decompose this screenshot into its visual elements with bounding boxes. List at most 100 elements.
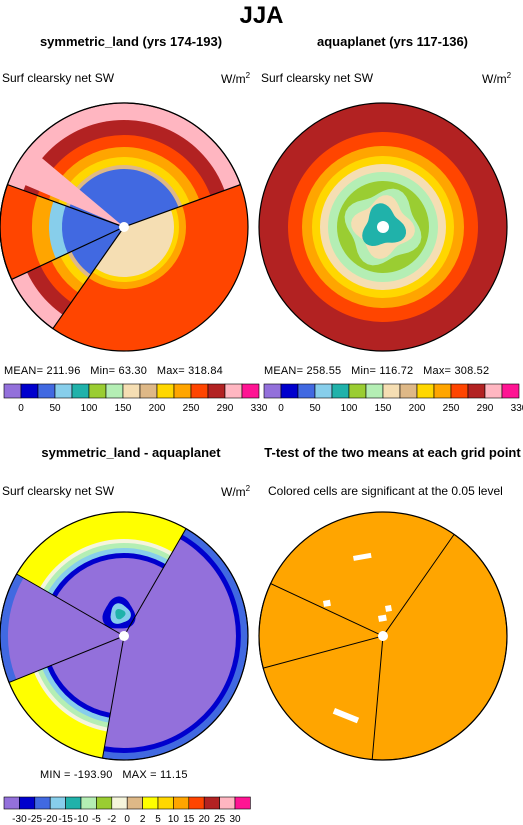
panel1-title: symmetric_land (yrs 174-193) bbox=[39, 34, 223, 49]
panel2-colorbar-box-11 bbox=[450, 383, 469, 399]
panel1-colorbar-box-5 bbox=[88, 383, 107, 399]
panel3-colorbar-box-12 bbox=[188, 796, 205, 810]
panel2-colorbar-box-9 bbox=[416, 383, 435, 399]
panel1-colorbar-box-6 bbox=[105, 383, 124, 399]
panel3-units: W/m2 bbox=[221, 484, 251, 499]
panel3-title: symmetric_land - aquaplanet bbox=[41, 445, 221, 460]
panel1-colorbar-tick-3: 150 bbox=[115, 403, 132, 414]
panel1-colorbar-box-14 bbox=[241, 383, 260, 399]
panel2-colorbar-box-5 bbox=[348, 383, 367, 399]
p4-nonsignificant-patch-2 bbox=[323, 599, 331, 607]
panel3-colorbar-box-11 bbox=[173, 796, 190, 810]
panel3-colorbar-box-2 bbox=[34, 796, 51, 810]
panel2-colorbar: 0 50 100 150 200 250 290 330 bbox=[263, 383, 523, 414]
panel2-colorbar-box-13 bbox=[484, 383, 503, 399]
panel2-units: W/m2 bbox=[482, 71, 512, 86]
panel1-colorbar-box-4 bbox=[71, 383, 90, 399]
panel1-units: W/m2 bbox=[221, 71, 251, 86]
panel4-title: T-test of the two means at each grid poi… bbox=[264, 445, 521, 460]
p4-nonsignificant-patch-0 bbox=[353, 552, 372, 561]
panel1-colorbar-box-10 bbox=[173, 383, 192, 399]
panel3-colorbar-box-5 bbox=[80, 796, 97, 810]
p4-pole bbox=[378, 631, 388, 641]
panel3-colorbar-box-13 bbox=[203, 796, 220, 810]
panel3-colorbar-box-3 bbox=[49, 796, 66, 810]
figure-title: JJA bbox=[239, 2, 284, 29]
panel2-colorbar-tick-2: 100 bbox=[341, 403, 358, 414]
p4-nonsignificant-patch-4 bbox=[385, 604, 392, 612]
p1-west-sector-outer bbox=[9, 147, 124, 227]
p4-nonsignificant-patch-1 bbox=[378, 614, 387, 622]
panel4-note: Colored cells are significant at the 0.0… bbox=[268, 484, 503, 498]
panel2-colorbar-box-3 bbox=[314, 383, 333, 399]
panel3-colorbar-tick-1: -25 bbox=[28, 814, 43, 825]
panel3-colorbar-box-0 bbox=[3, 796, 20, 810]
panel3-colorbar-tick-12: 20 bbox=[199, 814, 211, 825]
panel2-colorbar-box-8 bbox=[399, 383, 418, 399]
p2-border bbox=[258, 102, 508, 352]
panel1-colorbar-box-1 bbox=[20, 383, 39, 399]
panel2-colorbar-box-14 bbox=[501, 383, 520, 399]
panel3-colorbar-tick-13: 25 bbox=[214, 814, 226, 825]
panel3-colorbar-box-8 bbox=[126, 796, 143, 810]
panel2-colorbar-box-0 bbox=[263, 383, 282, 399]
panel1-colorbar-box-3 bbox=[54, 383, 73, 399]
panel2-colorbar-tick-1: 50 bbox=[309, 403, 321, 414]
panel3-colorbar-tick-11: 15 bbox=[183, 814, 195, 825]
panel3-map bbox=[0, 511, 249, 761]
panel3-colorbar-box-6 bbox=[96, 796, 113, 810]
p1-west-sector-core bbox=[61, 205, 124, 254]
panel3-colorbar-box-15 bbox=[234, 796, 251, 810]
panel2-colorbar-tick-4: 200 bbox=[409, 403, 426, 414]
panel1-colorbar-box-13 bbox=[224, 383, 243, 399]
panel2-colorbar-box-2 bbox=[297, 383, 316, 399]
p3-polar-blob-core bbox=[115, 609, 126, 620]
panel2-stats: MEAN= 258.55 Min= 116.72 Max= 308.52 bbox=[264, 365, 490, 377]
panel3-colorbar-box-9 bbox=[142, 796, 159, 810]
panel3-colorbar-tick-8: 2 bbox=[140, 814, 146, 825]
panel1-colorbar-box-9 bbox=[156, 383, 175, 399]
panel1-colorbar: 0 50 100 150 200 250 290 330 bbox=[3, 383, 268, 414]
panel3-colorbar-tick-9: 5 bbox=[155, 814, 161, 825]
panel2-colorbar-tick-5: 250 bbox=[443, 403, 460, 414]
p3-border bbox=[0, 511, 249, 761]
panel4-map bbox=[258, 511, 508, 761]
p4-border bbox=[258, 511, 508, 761]
p1-pole bbox=[119, 222, 129, 232]
panel3-colorbar-box-4 bbox=[65, 796, 82, 810]
panel3-colorbar-tick-7: 0 bbox=[124, 814, 130, 825]
panel2-colorbar-box-12 bbox=[467, 383, 486, 399]
panel3-colorbar: -30 -25 -20 -15 -10 -5 -2 0 2 5 10 15 20 25 30 bbox=[3, 796, 251, 825]
panel1-colorbar-tick-4: 200 bbox=[149, 403, 166, 414]
panel3-colorbar-tick-6: -2 bbox=[107, 814, 116, 825]
panel1-colorbar-box-12 bbox=[207, 383, 226, 399]
panel1-colorbar-box-0 bbox=[3, 383, 22, 399]
panel1-colorbar-box-11 bbox=[190, 383, 209, 399]
panel3-colorbar-box-1 bbox=[19, 796, 36, 810]
panel1-stats: MEAN= 211.96 Min= 63.30 Max= 318.84 bbox=[4, 365, 223, 377]
panel3-colorbar-box-7 bbox=[111, 796, 128, 810]
panel3-colorbar-tick-3: -15 bbox=[58, 814, 73, 825]
panel3-colorbar-tick-2: -20 bbox=[43, 814, 58, 825]
panel3-colorbar-tick-0: -30 bbox=[12, 814, 27, 825]
panel3-colorbar-tick-10: 10 bbox=[168, 814, 180, 825]
panel3-colorbar-tick-5: -5 bbox=[92, 814, 101, 825]
panel2-map bbox=[258, 102, 508, 352]
panel2-colorbar-box-1 bbox=[280, 383, 299, 399]
p1-border bbox=[0, 102, 249, 352]
panel1-colorbar-tick-7: 330 bbox=[251, 403, 268, 414]
panel1-colorbar-tick-6: 290 bbox=[217, 403, 234, 414]
p2-pole bbox=[377, 221, 389, 233]
panel1-colorbar-tick-0: 0 bbox=[18, 403, 24, 414]
panel3-colorbar-box-14 bbox=[219, 796, 236, 810]
panel2-colorbar-box-4 bbox=[331, 383, 350, 399]
panel2-colorbar-tick-3: 150 bbox=[375, 403, 392, 414]
panel1-colorbar-tick-1: 50 bbox=[49, 403, 61, 414]
p3-pole bbox=[119, 631, 129, 641]
panel3-colorbar-tick-4: -10 bbox=[74, 814, 89, 825]
panel3-stats: MIN = -193.90 MAX = 11.15 bbox=[40, 769, 188, 781]
panel3-variable: Surf clearsky net SW bbox=[2, 484, 115, 498]
panel2-colorbar-tick-6: 290 bbox=[477, 403, 494, 414]
panel1-colorbar-tick-2: 100 bbox=[81, 403, 98, 414]
